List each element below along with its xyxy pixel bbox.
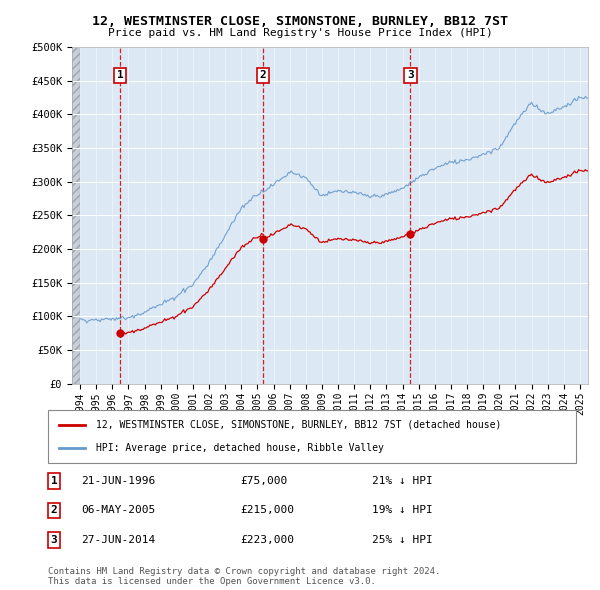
Text: Price paid vs. HM Land Registry's House Price Index (HPI): Price paid vs. HM Land Registry's House … (107, 28, 493, 38)
Text: 21% ↓ HPI: 21% ↓ HPI (372, 476, 433, 486)
Text: 3: 3 (407, 70, 414, 80)
Text: 2: 2 (260, 70, 266, 80)
Text: Contains HM Land Registry data © Crown copyright and database right 2024.: Contains HM Land Registry data © Crown c… (48, 567, 440, 576)
Text: 12, WESTMINSTER CLOSE, SIMONSTONE, BURNLEY, BB12 7ST (detached house): 12, WESTMINSTER CLOSE, SIMONSTONE, BURNL… (95, 420, 501, 430)
Text: 27-JUN-2014: 27-JUN-2014 (81, 535, 155, 545)
Text: £75,000: £75,000 (240, 476, 287, 486)
Text: 21-JUN-1996: 21-JUN-1996 (81, 476, 155, 486)
Text: HPI: Average price, detached house, Ribble Valley: HPI: Average price, detached house, Ribb… (95, 443, 383, 453)
Text: 19% ↓ HPI: 19% ↓ HPI (372, 506, 433, 515)
Text: £223,000: £223,000 (240, 535, 294, 545)
Text: This data is licensed under the Open Government Licence v3.0.: This data is licensed under the Open Gov… (48, 577, 376, 586)
Text: £215,000: £215,000 (240, 506, 294, 515)
Text: 25% ↓ HPI: 25% ↓ HPI (372, 535, 433, 545)
FancyBboxPatch shape (48, 410, 576, 463)
Text: 3: 3 (50, 535, 58, 545)
Text: 1: 1 (50, 476, 58, 486)
Text: 1: 1 (116, 70, 123, 80)
Text: 12, WESTMINSTER CLOSE, SIMONSTONE, BURNLEY, BB12 7ST: 12, WESTMINSTER CLOSE, SIMONSTONE, BURNL… (92, 15, 508, 28)
Text: 06-MAY-2005: 06-MAY-2005 (81, 506, 155, 515)
Text: 2: 2 (50, 506, 58, 515)
